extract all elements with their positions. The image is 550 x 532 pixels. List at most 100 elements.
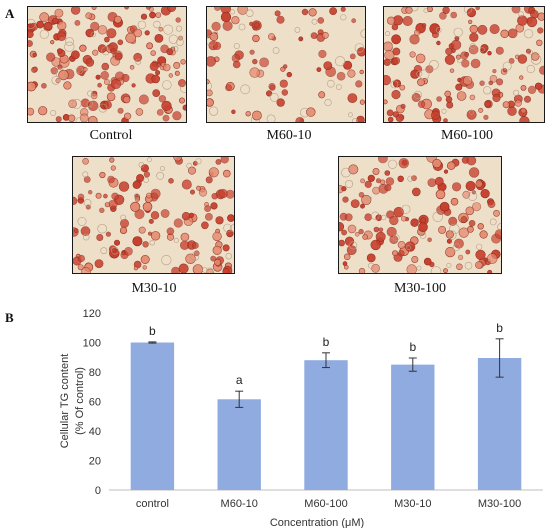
cell-blob xyxy=(496,78,504,86)
cell-blob xyxy=(114,71,125,81)
unstained-cell xyxy=(75,117,84,122)
bar-control xyxy=(130,342,175,490)
cell-blob xyxy=(146,42,153,50)
cell-blob xyxy=(323,61,333,70)
cell-blob xyxy=(222,20,233,31)
cell-blob xyxy=(360,203,365,209)
unstained-cell xyxy=(480,47,485,53)
unstained-cell xyxy=(138,162,145,168)
cell-blob xyxy=(32,52,37,58)
cell-blob xyxy=(322,31,329,39)
cell-blob xyxy=(358,191,365,198)
unstained-cell xyxy=(311,18,318,25)
cell-blob xyxy=(276,98,285,107)
cell-blob xyxy=(417,78,425,87)
cell-blob xyxy=(218,188,228,199)
cell-blob xyxy=(340,7,346,12)
cell-blob xyxy=(178,35,183,41)
cell-blob xyxy=(148,218,154,224)
cell-blob xyxy=(185,253,196,265)
cell-blob xyxy=(104,36,110,43)
cell-blob xyxy=(118,181,130,192)
cell-blob xyxy=(77,254,85,263)
cell-blob xyxy=(386,226,397,237)
cell-blob xyxy=(410,218,419,227)
cell-blob xyxy=(152,89,161,97)
cell-blob xyxy=(536,39,543,46)
panel-a-label: A xyxy=(5,6,15,21)
cell-blob xyxy=(88,189,93,195)
cell-blob xyxy=(129,64,135,70)
cell-blob xyxy=(56,31,67,42)
unstained-cell xyxy=(207,81,212,91)
cell-blob xyxy=(349,53,356,60)
cell-blob xyxy=(140,13,148,20)
unstained-cell xyxy=(401,204,411,214)
cell-blob xyxy=(110,48,117,55)
micrograph-image xyxy=(73,157,234,273)
cell-blob xyxy=(133,266,139,271)
bar-m30-100 xyxy=(477,357,522,490)
cell-blob xyxy=(399,84,406,91)
cell-blob xyxy=(123,112,132,120)
unstained-cell xyxy=(190,252,200,261)
cell-blob xyxy=(140,255,150,265)
cell-blob xyxy=(343,60,353,70)
cell-blob xyxy=(38,106,48,116)
unstained-cell xyxy=(51,76,61,85)
cell-blob xyxy=(99,171,106,179)
cell-blob xyxy=(466,226,474,233)
cell-blob xyxy=(413,29,421,36)
cell-blob xyxy=(380,179,386,185)
cell-blob xyxy=(409,34,420,45)
cell-blob xyxy=(142,265,147,270)
cell-blob xyxy=(198,188,208,197)
cell-blob xyxy=(142,241,149,248)
cell-blob xyxy=(492,68,497,74)
unstained-cell xyxy=(327,79,335,88)
unstained-cell xyxy=(527,49,533,55)
cell-blob xyxy=(398,157,410,169)
cell-blob xyxy=(450,11,457,19)
cell-blob xyxy=(158,95,167,103)
bar-m60-100 xyxy=(304,360,348,490)
unstained-cell xyxy=(366,196,372,202)
cell-blob xyxy=(201,221,209,230)
cell-blob xyxy=(445,246,456,258)
cell-blob xyxy=(358,228,364,235)
cell-blob xyxy=(63,81,72,90)
cell-blob xyxy=(348,164,359,175)
cell-blob xyxy=(347,224,357,234)
unstained-cell xyxy=(453,27,463,37)
unstained-cell xyxy=(208,106,219,116)
cell-blob xyxy=(181,211,191,221)
error-bar xyxy=(408,357,417,372)
micrograph-m60-100 xyxy=(383,6,545,123)
cell-blob xyxy=(82,67,88,72)
cell-blob xyxy=(225,84,232,92)
cell-blob xyxy=(436,40,441,46)
unstained-cell xyxy=(223,223,232,233)
cell-blob xyxy=(80,267,91,273)
cell-blob xyxy=(375,231,386,242)
cell-blob xyxy=(175,17,181,23)
cell-blob xyxy=(517,15,528,26)
cell-blob xyxy=(231,16,240,25)
cell-blob xyxy=(80,226,91,236)
cell-blob xyxy=(439,201,450,212)
unstained-cell xyxy=(213,30,219,36)
unstained-cell xyxy=(530,54,542,65)
unstained-cell xyxy=(526,64,535,74)
cell-blob xyxy=(28,81,37,92)
cell-blob xyxy=(174,70,180,76)
cell-blob xyxy=(405,7,413,14)
cell-blob xyxy=(105,231,112,237)
cell-blob xyxy=(119,218,129,228)
cell-blob xyxy=(524,95,532,103)
cell-blob xyxy=(427,237,432,243)
unstained-cell xyxy=(518,11,524,17)
cell-blob xyxy=(214,7,221,11)
unstained-cell xyxy=(467,191,478,201)
unstained-cell xyxy=(392,234,400,241)
cell-blob xyxy=(358,267,366,273)
